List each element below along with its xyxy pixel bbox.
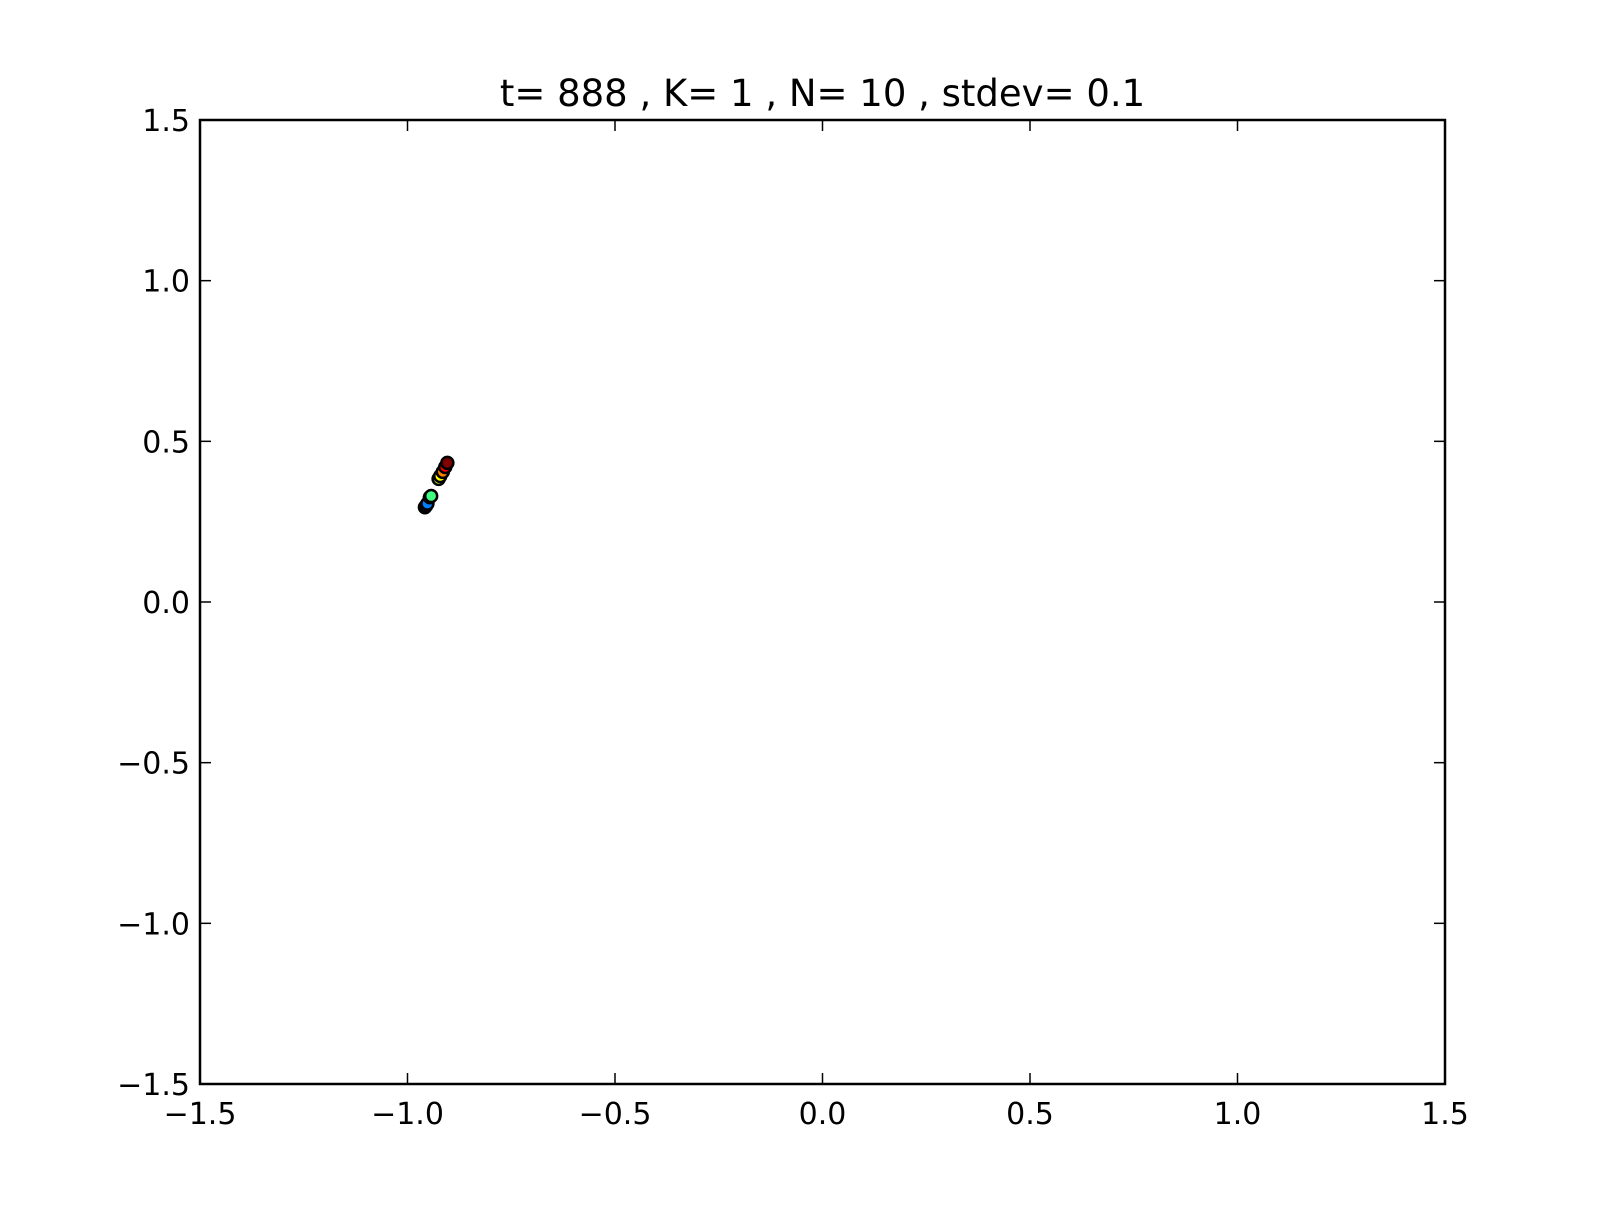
y-tick-label: 1.0 [142, 265, 190, 300]
x-tick-label: −1.5 [164, 1097, 237, 1132]
scatter-point [423, 488, 439, 504]
x-tick-label: 1.0 [1214, 1097, 1262, 1132]
axes-frame [198, 118, 1447, 1086]
x-tick-label: 0.5 [1006, 1097, 1054, 1132]
y-tick-label: −0.5 [117, 747, 190, 782]
scatter-point [440, 455, 455, 471]
y-tick-label: −1.5 [117, 1068, 190, 1103]
y-tick-label: 1.5 [142, 104, 190, 139]
y-tick-label: −1.0 [117, 907, 190, 942]
x-axis-ticks: −1.5 −1.0 −0.5 0.0 0.5 1.0 1.5 [164, 120, 1469, 1132]
plot-area [417, 455, 455, 515]
y-tick-label: 0.5 [142, 425, 190, 460]
y-tick-label: 0.0 [142, 586, 190, 621]
x-tick-label: −1.0 [371, 1097, 444, 1132]
x-tick-label: 1.5 [1421, 1097, 1469, 1132]
chart-title: t= 888 , K= 1 , N= 10 , stdev= 0.1 [500, 72, 1145, 115]
x-tick-label: 0.0 [799, 1097, 847, 1132]
y-axis-ticks: −1.5 −1.0 −0.5 0.0 0.5 1.0 1.5 [117, 104, 1445, 1103]
x-tick-label: −0.5 [579, 1097, 652, 1132]
